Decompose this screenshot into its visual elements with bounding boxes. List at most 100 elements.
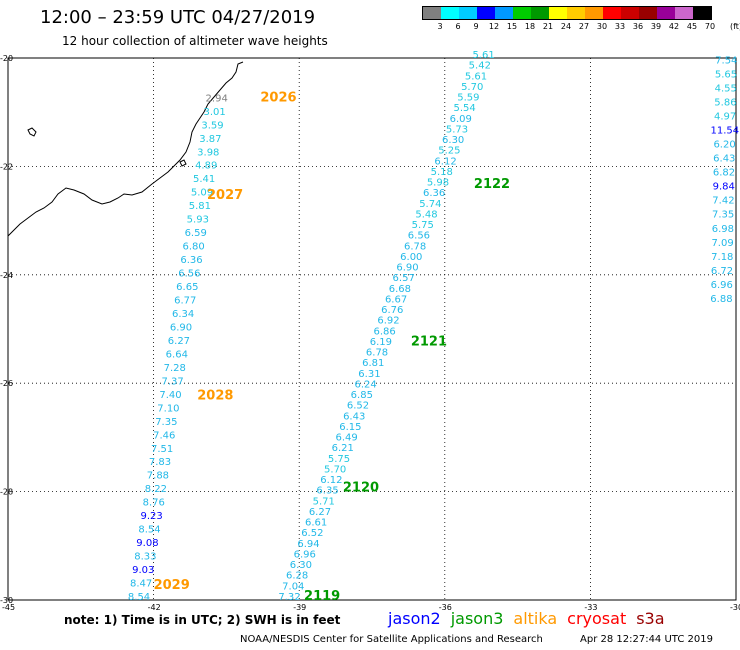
swh-value: 6.31 [358, 369, 380, 380]
lat-tick-label: -20 [0, 54, 13, 63]
swh-value: 5.25 [438, 146, 460, 157]
swh-value: 7.42 [712, 196, 734, 207]
axis-tick-labels: -20-22-24-26-28-30-45-42-39-36-33-30 [0, 54, 740, 612]
swh-value: 3.59 [201, 120, 223, 131]
island-shape [27, 127, 37, 137]
swh-value: 6.34 [172, 309, 194, 320]
legend-swatch [477, 7, 495, 19]
swh-value: 5.70 [461, 82, 483, 93]
swh-value: 7.32 [278, 592, 300, 603]
legend-swatch [441, 7, 459, 19]
swh-value: 8.54 [128, 592, 150, 603]
swh-value: 8.33 [134, 552, 156, 563]
swh-value: 7.51 [151, 444, 173, 455]
swh-value: 6.72 [711, 266, 733, 277]
swh-value: 6.00 [400, 252, 422, 263]
satellite-name: altika [513, 609, 558, 628]
credit-text: NOAA/NESDIS Center for Satellite Applica… [240, 634, 543, 645]
swh-value: 6.52 [301, 528, 323, 539]
swh-value: 6.96 [711, 280, 733, 291]
swh-value: 8.76 [143, 498, 165, 509]
map-grid [7, 57, 737, 601]
swh-value: 7.04 [282, 581, 304, 592]
legend-label: (ft) [729, 22, 740, 31]
pass-labels: 2026 2027 2028 2029 2119 2120 2121 2122 [154, 90, 511, 604]
swh-value: 6.85 [351, 390, 373, 401]
swh-value: 6.81 [362, 358, 384, 369]
swh-value: 7.46 [153, 430, 175, 441]
swh-value: 9.84 [713, 182, 735, 193]
swh-value: 6.30 [442, 135, 464, 146]
island-shape-small [179, 159, 187, 167]
legend-swatch [513, 7, 531, 19]
swh-value: 6.98 [712, 224, 734, 235]
pass-label: 2121 [411, 334, 447, 349]
legend-label: 9 [473, 22, 479, 31]
legend-label: 45 [686, 22, 698, 31]
pass-label: 2028 [197, 388, 233, 403]
swh-value: 6.30 [290, 560, 312, 571]
legend-label: 70 [704, 22, 716, 31]
legend-label: 18 [524, 22, 536, 31]
swh-value: 6.82 [713, 168, 735, 179]
swh-value: 7.10 [157, 403, 179, 414]
swh-value: 5.81 [189, 201, 211, 212]
swh-value: 5.61 [465, 71, 487, 82]
swh-value: 7.28 [164, 363, 186, 374]
swh-value: 6.35 [316, 486, 338, 497]
legend-swatch [459, 7, 477, 19]
legend-label: 39 [650, 22, 662, 31]
lon-tick-label: -45 [2, 603, 15, 612]
swh-value: 6.78 [366, 348, 388, 359]
swh-value: 6.77 [174, 296, 196, 307]
coastline-brazil [7, 61, 244, 237]
color-legend-bar [422, 6, 712, 20]
swh-value: 5.73 [446, 124, 468, 135]
legend-swatch [567, 7, 585, 19]
swh-value: 6.96 [294, 549, 316, 560]
swh-value: 6.36 [423, 188, 445, 199]
legend-label: 42 [668, 22, 680, 31]
lat-tick-label: -26 [0, 379, 13, 388]
swh-value: 7.35 [712, 210, 734, 221]
units-note: note: 1) Time is in UTC; 2) SWH is in fe… [64, 613, 341, 627]
swh-value: 7.40 [159, 390, 181, 401]
swh-value: 6.21 [332, 443, 354, 454]
swh-value: 6.88 [710, 294, 732, 305]
swh-value: 9.08 [136, 538, 158, 549]
swh-value: 6.20 [713, 140, 735, 151]
legend-swatch [585, 7, 603, 19]
swh-value: 5.54 [453, 103, 475, 114]
satellite-name: cryosat [567, 609, 627, 628]
swh-value: 4.89 [195, 161, 217, 172]
swh-value: 6.27 [168, 336, 190, 347]
lat-tick-label: -30 [0, 596, 13, 605]
swh-value: 6.24 [354, 379, 376, 390]
legend-swatch [495, 7, 513, 19]
swh-value: 2.94 [206, 93, 228, 104]
swh-value: 6.67 [385, 294, 407, 305]
swh-value: 6.56 [408, 231, 430, 242]
swh-value: 6.12 [434, 156, 456, 167]
swh-value: 6.86 [374, 326, 396, 337]
legend-label: 36 [632, 22, 644, 31]
legend-swatch [531, 7, 549, 19]
swh-value: 5.75 [328, 454, 350, 465]
swh-value: 6.49 [335, 433, 357, 444]
legend-swatch [639, 7, 657, 19]
swh-value: 5.41 [193, 174, 215, 185]
swh-value: 9.03 [132, 565, 154, 576]
swh-value: 8.22 [145, 484, 167, 495]
legend-swatch [657, 7, 675, 19]
swh-value: 6.76 [381, 305, 403, 316]
swh-value: 6.36 [180, 255, 202, 266]
swh-value: 6.43 [343, 411, 365, 422]
legend-swatch [675, 7, 693, 19]
swh-value: 5.70 [324, 464, 346, 475]
swh-value: 5.86 [714, 98, 736, 109]
pass-label: 2027 [207, 188, 243, 203]
pass-label: 2029 [154, 578, 190, 593]
legend-label: 3 [437, 22, 443, 31]
